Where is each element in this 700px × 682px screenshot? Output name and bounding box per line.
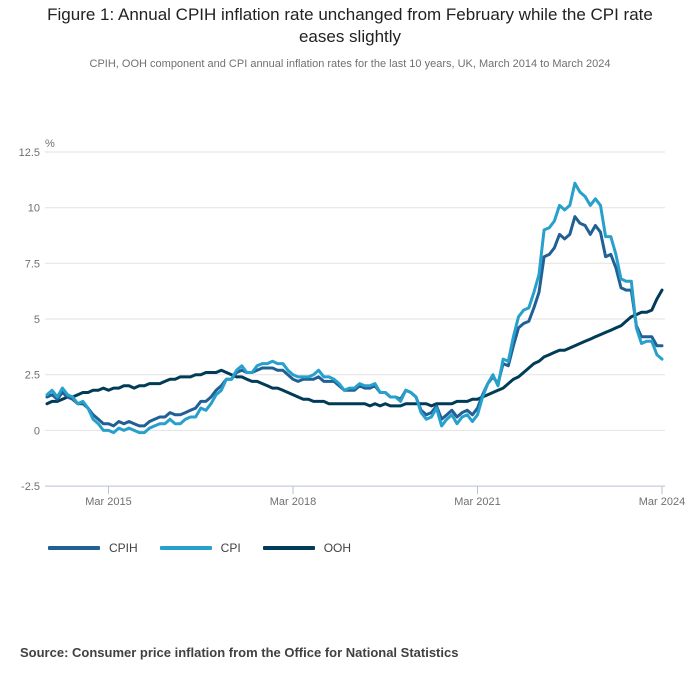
legend-label-ooh: OOH xyxy=(323,541,352,555)
legend-swatch-cpi xyxy=(159,546,212,550)
chart-legend: CPIH CPI OOH xyxy=(48,541,351,555)
y-axis-tick-label: 7.5 xyxy=(25,258,40,270)
y-axis-tick-label: 12.5 xyxy=(19,147,40,159)
legend-swatch-ooh xyxy=(262,546,315,550)
source-text: Source: Consumer price inflation from th… xyxy=(20,645,459,660)
y-axis-tick-label: 2.5 xyxy=(25,370,40,382)
y-axis-tick-label: 0 xyxy=(34,425,40,437)
line-chart: -2.5 0 2.5 5 7.5 10 12.5% Mar 2015 Mar 2018 Mar 2… xyxy=(19,138,686,508)
legend-item-cpih: CPIH xyxy=(48,541,138,555)
legend-swatch-cpih xyxy=(48,546,100,550)
y-axis-tick-label: -2.5 xyxy=(21,481,40,493)
legend-label-cpih: CPIH xyxy=(109,541,138,555)
x-axis-tick-label: Mar 2018 xyxy=(270,496,316,508)
series-line-cpi xyxy=(45,181,664,435)
figure-title: Figure 1: Annual CPIH inflation rate unc… xyxy=(47,5,653,47)
series-line-cpih xyxy=(45,215,664,428)
legend-item-cpi: CPI xyxy=(159,541,241,555)
series-line-ooh xyxy=(45,288,664,408)
y-axis-unit-label: % xyxy=(45,138,55,150)
legend-label-cpi: CPI xyxy=(220,541,241,555)
y-axis-tick-label: 5 xyxy=(34,314,40,326)
x-axis-tick-label: Mar 2021 xyxy=(454,496,500,508)
figure-subtitle: CPIH, OOH component and CPI annual infla… xyxy=(89,58,611,70)
legend-item-ooh: OOH xyxy=(262,541,352,555)
x-axis-tick-label: Mar 2015 xyxy=(85,496,131,508)
x-axis-tick-label: Mar 2024 xyxy=(639,496,685,508)
y-axis-tick-label: 10 xyxy=(28,203,40,215)
